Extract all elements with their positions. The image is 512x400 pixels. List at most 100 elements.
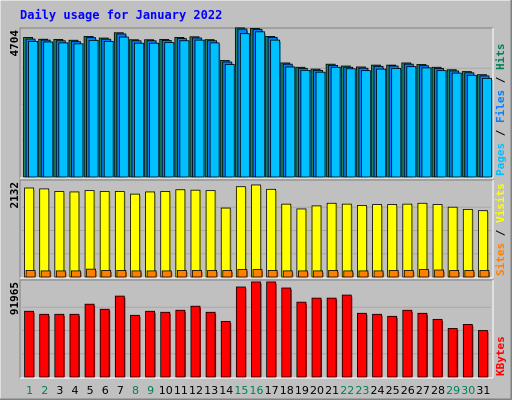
legend-sites: Sites xyxy=(494,243,507,276)
bar-visits-day-12 xyxy=(190,189,201,278)
bar-pages-day-7 xyxy=(118,36,129,178)
day-label: 5 xyxy=(87,384,94,397)
bar-kbytes-day-31 xyxy=(478,330,488,378)
bar-sites-day-11 xyxy=(176,270,187,278)
bar-visits-day-23 xyxy=(357,205,367,278)
legend-pages: Pages xyxy=(494,143,507,176)
bar-pages-day-24 xyxy=(376,68,386,178)
bar-visits-day-19 xyxy=(296,208,307,278)
legend-visits: Visits xyxy=(494,183,507,223)
day-label: 25 xyxy=(386,384,400,397)
bar-visits-day-10 xyxy=(160,191,171,278)
bar-kbytes-day-4 xyxy=(69,313,80,378)
legend-files: Files xyxy=(494,90,507,123)
bar-visits-day-17 xyxy=(266,188,277,278)
bar-pages-day-22 xyxy=(345,68,356,178)
bar-pages-day-11 xyxy=(179,40,190,178)
bar-sites-day-26 xyxy=(403,270,414,278)
bar-visits-day-22 xyxy=(341,203,352,278)
bar-sites-day-20 xyxy=(313,270,323,278)
day-label: 19 xyxy=(295,384,309,397)
bar-pages-day-23 xyxy=(361,70,371,178)
bar-visits-day-21 xyxy=(326,202,337,278)
bar-sites-day-12 xyxy=(192,270,202,278)
bar-kbytes-day-28 xyxy=(432,318,443,378)
bar-pages-day-18 xyxy=(285,66,296,178)
bar-kbytes-day-22 xyxy=(341,294,352,378)
bar-visits-day-6 xyxy=(99,191,110,278)
bar-sites-day-29 xyxy=(449,270,460,278)
bar-pages-day-29 xyxy=(451,72,462,178)
legend-separator: / xyxy=(494,123,507,143)
day-label: 30 xyxy=(461,384,475,397)
bar-kbytes-day-9 xyxy=(145,310,155,378)
series-sites xyxy=(25,268,490,278)
bar-sites-day-2 xyxy=(40,270,51,278)
bar-visits-day-3 xyxy=(54,191,65,278)
bar-visits-day-25 xyxy=(387,204,398,278)
day-label: 2 xyxy=(41,384,48,397)
day-label: 13 xyxy=(204,384,218,397)
bar-kbytes-day-8 xyxy=(130,314,140,378)
bar-sites-day-8 xyxy=(131,270,142,278)
day-label: 23 xyxy=(355,384,369,397)
panel-3: 91965 KBytes xyxy=(8,279,507,379)
bar-kbytes-day-21 xyxy=(326,297,337,378)
bar-sites-day-6 xyxy=(101,270,112,278)
bar-pages-day-3 xyxy=(58,42,69,178)
day-label: 24 xyxy=(371,384,385,397)
bar-pages-day-4 xyxy=(73,43,84,178)
day-label: 28 xyxy=(431,384,445,397)
bar-pages-day-31 xyxy=(482,77,492,178)
day-label: 29 xyxy=(446,384,460,397)
bar-sites-day-19 xyxy=(297,270,308,278)
bar-pages-day-9 xyxy=(149,42,159,178)
bar-sites-day-25 xyxy=(388,270,399,278)
bar-sites-day-9 xyxy=(146,270,157,278)
day-label: 12 xyxy=(189,384,203,397)
bar-visits-day-1 xyxy=(24,187,34,278)
bar-sites-day-22 xyxy=(343,270,354,278)
bar-pages-day-5 xyxy=(88,40,99,178)
x-axis-day-labels: 1 2 3 4 5 6 7 8 9 10 11 12 13 14 15 16 17 18 19 20 21 22 23 24 2… xyxy=(26,384,490,397)
bar-visits-day-16 xyxy=(251,184,261,278)
bar-pages-day-30 xyxy=(466,74,477,178)
bar-pages-day-8 xyxy=(134,42,144,178)
axis-max-label: 4704 xyxy=(8,30,21,57)
day-label: 22 xyxy=(340,384,354,397)
day-label: 14 xyxy=(219,384,233,397)
bar-kbytes-day-6 xyxy=(99,308,110,378)
day-label: 27 xyxy=(416,384,430,397)
day-label: 16 xyxy=(250,384,264,397)
bar-sites-day-28 xyxy=(434,269,444,278)
bar-visits-day-26 xyxy=(402,203,413,278)
legend-separator: / xyxy=(494,223,507,243)
bar-visits-day-20 xyxy=(311,205,322,278)
bar-pages-day-15 xyxy=(239,33,250,178)
series-pages xyxy=(28,31,493,178)
chart-panels: 4704 Pages / Files / Hits 2132 Sites / Visi… xyxy=(8,27,507,379)
bar-sites-day-15 xyxy=(237,269,248,278)
bar-pages-day-1 xyxy=(28,40,38,178)
axis-max-label: 91965 xyxy=(8,282,21,315)
bar-visits-day-18 xyxy=(281,203,292,278)
bar-kbytes-day-25 xyxy=(387,315,398,378)
bar-pages-day-25 xyxy=(391,68,402,178)
bar-sites-day-27 xyxy=(419,269,429,278)
bar-kbytes-day-7 xyxy=(114,295,125,378)
bar-sites-day-14 xyxy=(222,270,233,278)
day-label: 18 xyxy=(280,384,294,397)
bar-sites-day-7 xyxy=(116,270,127,278)
day-label: 20 xyxy=(310,384,324,397)
bar-pages-day-21 xyxy=(330,66,341,178)
bar-sites-day-10 xyxy=(161,270,172,278)
bar-sites-day-18 xyxy=(282,270,293,278)
legend-hits: Hits xyxy=(494,44,507,71)
legend-separator: / xyxy=(494,70,507,90)
bar-visits-day-15 xyxy=(235,186,246,278)
bar-visits-day-8 xyxy=(130,193,140,278)
bar-visits-day-4 xyxy=(69,191,80,278)
bar-pages-day-12 xyxy=(194,39,205,178)
bar-visits-day-31 xyxy=(478,210,488,278)
